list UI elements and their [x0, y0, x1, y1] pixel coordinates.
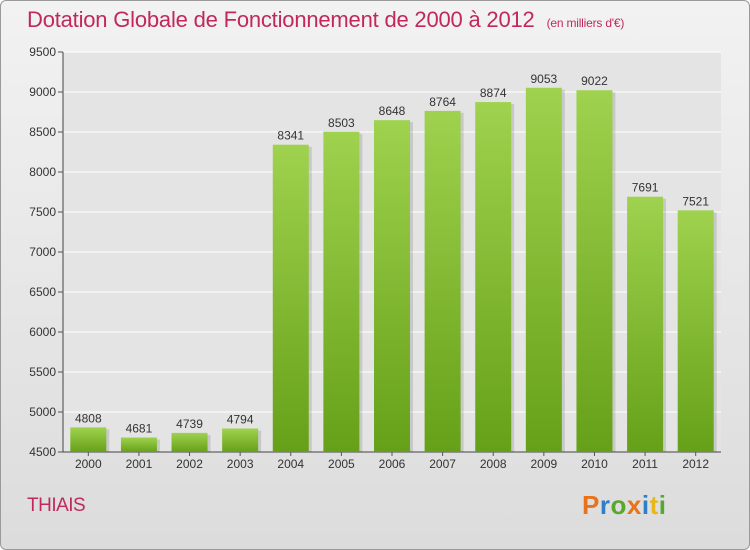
logo-letter: P — [582, 490, 600, 520]
bar-data-label: 4681 — [126, 422, 153, 436]
bar — [576, 90, 613, 453]
commune-name: THIAIS — [27, 495, 86, 516]
bar-data-label: 9053 — [530, 72, 557, 86]
y-tick-label: 7000 — [29, 245, 56, 259]
y-tick-label: 8500 — [29, 125, 56, 139]
bar-data-label: 4808 — [75, 411, 102, 425]
y-tick-label: 7500 — [29, 205, 56, 219]
logo-letter: i — [641, 490, 650, 520]
y-tick-label: 5000 — [29, 405, 56, 419]
bar-data-label: 8648 — [379, 104, 406, 118]
x-tick-label: 2010 — [581, 457, 608, 471]
x-tick-label: 2002 — [176, 457, 203, 471]
y-tick-label: 4500 — [29, 445, 56, 459]
chart-title: Dotation Globale de Fonctionnement de 20… — [27, 7, 624, 33]
x-tick-label: 2003 — [227, 457, 254, 471]
bar-data-label: 8341 — [277, 129, 304, 143]
y-tick-label: 5500 — [29, 365, 56, 379]
bar — [627, 196, 664, 452]
chart-unit-label: (en milliers d'€) — [546, 16, 625, 30]
x-tick-label: 2000 — [75, 457, 102, 471]
bar — [475, 102, 512, 452]
bar-data-label: 4739 — [176, 417, 203, 431]
y-tick-label: 9500 — [29, 45, 56, 59]
bar — [323, 131, 360, 452]
x-tick-label: 2007 — [429, 457, 456, 471]
bar — [222, 428, 259, 452]
x-tick-label: 2012 — [682, 457, 709, 471]
x-tick-label: 2004 — [277, 457, 304, 471]
bar-data-label: 7521 — [682, 194, 709, 208]
logo-letter: t — [649, 490, 659, 520]
bar-data-label: 7691 — [632, 181, 659, 195]
bar — [171, 432, 208, 452]
bar — [374, 120, 410, 452]
bar — [272, 144, 309, 452]
logo-letter: o — [610, 490, 627, 520]
proxiti-logo: Proxiti — [582, 490, 666, 521]
bar-data-label: 9022 — [581, 74, 608, 88]
chart-title-text: Dotation Globale de Fonctionnement de 20… — [27, 7, 535, 32]
x-tick-label: 2005 — [328, 457, 355, 471]
y-tick-label: 6000 — [29, 325, 56, 339]
bar-data-label: 4794 — [227, 412, 254, 426]
bar — [677, 210, 714, 452]
x-tick-label: 2006 — [379, 457, 406, 471]
x-tick-label: 2011 — [632, 457, 658, 471]
x-tick-label: 2008 — [480, 457, 507, 471]
x-tick-label: 2001 — [126, 457, 153, 471]
y-tick-label: 8000 — [29, 165, 56, 179]
logo-letter: r — [599, 490, 611, 520]
bar-data-label: 8764 — [429, 95, 456, 109]
logo-letter: i — [658, 490, 667, 520]
bar — [70, 427, 107, 452]
bar — [424, 110, 461, 452]
bar — [120, 437, 157, 452]
x-tick-label: 2009 — [530, 457, 557, 471]
bar-data-label: 8874 — [480, 86, 507, 100]
bar-data-label: 8503 — [328, 116, 355, 130]
logo-letter: x — [626, 490, 642, 520]
y-tick-label: 6500 — [29, 285, 56, 299]
bar — [525, 87, 562, 452]
y-tick-label: 9000 — [29, 85, 56, 99]
